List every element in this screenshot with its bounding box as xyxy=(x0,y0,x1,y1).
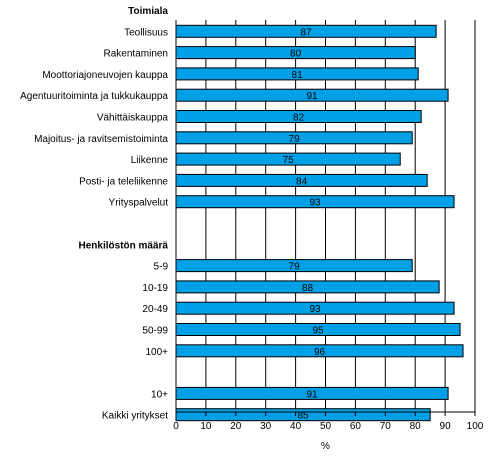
category-label: Majoitus- ja ravitsemistoiminta xyxy=(34,134,168,145)
category-label: Posti- ja teleliikenne xyxy=(79,176,168,187)
x-tick-label: 0 xyxy=(173,421,179,432)
data-label: 79 xyxy=(289,134,301,145)
category-label: Teollisuus xyxy=(124,27,168,38)
data-label: 82 xyxy=(293,113,305,124)
x-tick-label: 10 xyxy=(200,421,212,432)
category-label: 100+ xyxy=(145,347,168,358)
x-tick-label: 90 xyxy=(440,421,452,432)
x-tick-label: 100 xyxy=(467,421,484,432)
category-label: 50-99 xyxy=(142,326,168,337)
data-label: 88 xyxy=(302,283,314,294)
data-label: 80 xyxy=(290,49,302,60)
x-tick-label: 20 xyxy=(230,421,242,432)
x-tick-label: 70 xyxy=(380,421,392,432)
data-label: 91 xyxy=(306,389,318,400)
x-tick-label: 50 xyxy=(320,421,332,432)
category-label: 20-49 xyxy=(142,304,168,315)
data-label: 81 xyxy=(292,70,304,81)
x-tick-label: 30 xyxy=(260,421,272,432)
category-label: Liikenne xyxy=(131,155,169,166)
data-label: 79 xyxy=(289,262,301,273)
data-label: 85 xyxy=(298,411,310,422)
category-label: Kaikki yritykset xyxy=(102,411,168,422)
data-label: 95 xyxy=(312,326,324,337)
data-label: 93 xyxy=(309,198,321,209)
x-tick-label: 60 xyxy=(350,421,362,432)
category-label: Vähittäiskauppa xyxy=(97,113,169,124)
category-label: Agentuuritoiminta ja tukkukauppa xyxy=(20,91,168,102)
category-label: 10-19 xyxy=(142,283,168,294)
category-label: Moottoriajoneuvojen kauppa xyxy=(42,70,168,81)
group-header: Toimiala xyxy=(128,6,168,17)
category-label: 10+ xyxy=(151,389,168,400)
data-label: 87 xyxy=(301,27,313,38)
data-label: 84 xyxy=(296,176,308,187)
x-tick-label: 40 xyxy=(290,421,302,432)
group-header: Henkilöstön määrä xyxy=(79,240,169,251)
category-label: Yrityspalvelut xyxy=(109,198,169,209)
data-label: 93 xyxy=(309,304,321,315)
category-labels: Toimiala Teollisuus Rakentaminen Moottoriaj… xyxy=(20,6,168,422)
data-label: 75 xyxy=(283,155,295,166)
category-label: 5-9 xyxy=(154,262,169,273)
data-label: 96 xyxy=(314,347,326,358)
x-axis-title: % xyxy=(321,441,330,452)
gridlines xyxy=(205,20,476,412)
data-label: 91 xyxy=(306,91,318,102)
x-tick-label: 80 xyxy=(410,421,422,432)
x-axis: 0 10 20 30 40 50 60 70 80 90 100 xyxy=(173,20,484,432)
category-label: Rakentaminen xyxy=(104,49,168,60)
